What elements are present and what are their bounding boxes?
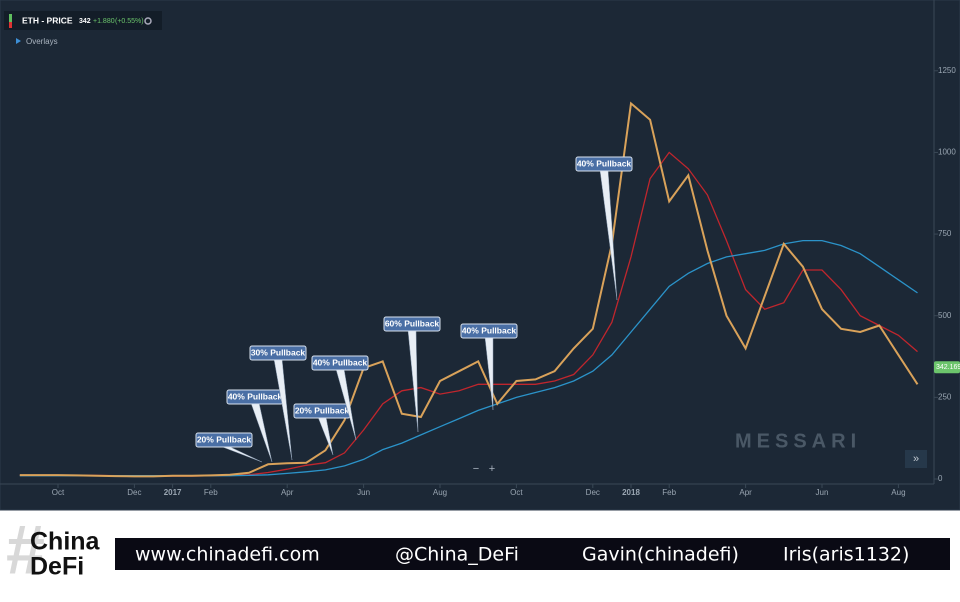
callout-box <box>460 323 518 339</box>
callout-label: 20% Pullback <box>197 434 252 444</box>
header-box <box>4 11 162 30</box>
x-tick-label: Apr <box>739 488 752 497</box>
header-price: 342 <box>79 18 91 25</box>
footer-bar <box>115 538 950 570</box>
callout-box <box>575 156 633 172</box>
x-tick-label: Feb <box>204 488 218 497</box>
overlays-label[interactable]: Overlays <box>26 37 58 46</box>
header-icon <box>9 22 12 28</box>
callout-label: 40% Pullback <box>462 325 517 335</box>
x-tick-label: Aug <box>433 488 447 497</box>
chart-frame <box>0 0 960 511</box>
y-tick-label: 500 <box>938 311 952 320</box>
header-change: +1.880 <box>93 18 115 25</box>
callout-label: 20% Pullback <box>295 405 350 415</box>
x-tick-label: Dec <box>586 488 600 497</box>
last-price-label: 342.169 <box>936 364 960 371</box>
x-tick-label: Feb <box>662 488 676 497</box>
chart-background <box>0 0 960 510</box>
header-icon <box>9 14 12 22</box>
logo-line: DeFi <box>30 553 84 581</box>
y-tick-label: 750 <box>938 229 952 238</box>
header-change-pct: (+0.55%) <box>115 18 144 25</box>
footer-twitter: @China_DeFi <box>395 544 519 566</box>
y-tick-label: 1250 <box>938 66 956 75</box>
callout-box <box>195 432 253 448</box>
x-tick-label: 2018 <box>622 488 640 497</box>
x-tick-label: Aug <box>891 488 905 497</box>
watermark: MESSARI <box>735 430 861 452</box>
footer-website: www.chinadefi.com <box>135 544 320 566</box>
callout-label: 40% Pullback <box>228 391 283 401</box>
x-tick-label: Jun <box>816 488 829 497</box>
y-tick-label: 0 <box>938 474 943 483</box>
callout-label: 40% Pullback <box>577 158 632 168</box>
plot: 0 250 500 750 1000 1250 Oct Dec 2017 Feb Apr Jun Aug… <box>19 66 960 497</box>
scroll-icon[interactable]: » <box>913 453 919 465</box>
callout-box <box>311 355 369 371</box>
x-tick-label: 2017 <box>164 488 182 497</box>
logo-hash: # <box>6 510 45 588</box>
settings-icon[interactable] <box>144 17 152 25</box>
chart-title: ETH - PRICE <box>22 15 73 25</box>
scroll-button[interactable] <box>905 450 927 468</box>
price-line <box>19 101 919 478</box>
zoom-out[interactable]: − <box>473 463 479 475</box>
x-tick-label: Jun <box>357 488 370 497</box>
y-tick-label: 1000 <box>938 148 956 157</box>
last-price-tag <box>934 361 960 374</box>
x-tick-label: Dec <box>127 488 141 497</box>
footer-author: Iris(aris1132) <box>783 544 909 566</box>
x-tick-label: Oct <box>510 488 523 497</box>
x-tick-label: Oct <box>52 488 65 497</box>
callout-label: 60% Pullback <box>385 318 440 328</box>
zoom-in[interactable]: + <box>489 463 495 475</box>
logo-line: China <box>30 528 101 556</box>
x-tick-label: Apr <box>281 488 294 497</box>
callout-box <box>383 316 441 332</box>
callout-label: 30% Pullback <box>251 347 306 357</box>
footer-author: Gavin(chinadefi) <box>582 544 739 566</box>
callout-label: 40% Pullback <box>313 357 368 367</box>
overlays-icon[interactable] <box>16 38 21 44</box>
y-tick-label: 250 <box>938 392 952 401</box>
callout-box <box>249 345 307 361</box>
